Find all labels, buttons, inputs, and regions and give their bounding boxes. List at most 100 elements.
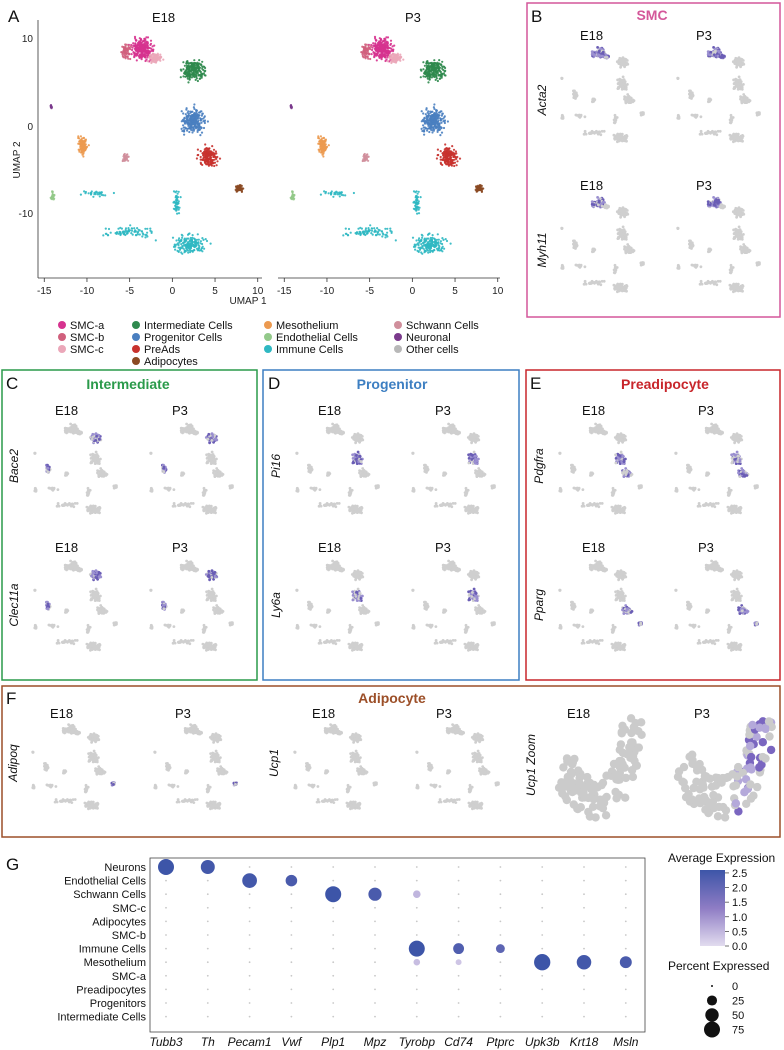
umap-point xyxy=(398,55,401,58)
umap-point xyxy=(200,63,203,66)
umap-point xyxy=(130,229,134,232)
umap-point xyxy=(342,234,345,237)
feature-point xyxy=(619,83,623,87)
umap-point xyxy=(204,159,208,162)
umap-point xyxy=(374,42,377,45)
umap-point xyxy=(340,191,343,194)
umap-point xyxy=(126,56,129,59)
umap-point xyxy=(216,160,219,163)
umap-point xyxy=(291,191,294,194)
feature-point xyxy=(614,117,617,121)
umap-point xyxy=(349,231,352,234)
umap-point xyxy=(186,127,189,130)
umap-point xyxy=(432,66,436,69)
umap-point xyxy=(426,75,429,78)
umap-point xyxy=(149,50,152,53)
umap-point xyxy=(193,103,196,106)
umap-point xyxy=(146,60,149,63)
umap-point xyxy=(124,54,127,57)
umap-point xyxy=(412,207,415,210)
umap-point xyxy=(192,106,195,109)
umap-point xyxy=(198,128,201,131)
feature-point xyxy=(625,62,628,66)
umap-point xyxy=(189,245,192,249)
umap-point xyxy=(158,55,161,58)
umap-point xyxy=(386,227,389,230)
umap-point xyxy=(80,142,83,145)
umap-point xyxy=(196,117,199,120)
feature-point xyxy=(617,212,621,216)
feature-point xyxy=(620,282,624,286)
umap-point xyxy=(329,193,333,196)
feature-point xyxy=(588,282,592,285)
umap-point xyxy=(172,245,176,248)
umap-point xyxy=(447,157,450,160)
umap-point xyxy=(381,55,384,58)
umap-point xyxy=(190,114,193,117)
umap-point xyxy=(199,240,202,243)
umap-point xyxy=(138,229,141,232)
umap-point xyxy=(183,130,186,133)
umap-point xyxy=(417,190,420,193)
umap-point xyxy=(319,148,323,151)
umap-point xyxy=(440,247,443,250)
umap-point xyxy=(293,194,296,197)
umap-point xyxy=(441,73,444,76)
umap-point xyxy=(144,236,147,239)
umap-point xyxy=(422,61,425,64)
umap-point xyxy=(436,154,439,157)
umap-point xyxy=(184,113,187,116)
umap-point xyxy=(421,236,424,239)
feature-point xyxy=(712,46,715,49)
umap-point xyxy=(159,59,162,62)
umap-point xyxy=(443,247,446,250)
umap-point xyxy=(127,155,130,158)
umap-point xyxy=(364,57,367,60)
umap-point xyxy=(440,75,443,78)
panel-b-cond-e18-1: E18 xyxy=(580,28,603,43)
umap-point xyxy=(128,229,131,232)
umap-point xyxy=(202,72,205,75)
umap-point xyxy=(125,43,128,46)
umap-point xyxy=(79,135,82,138)
umap-point xyxy=(78,140,81,143)
panel-a-xticks-left: -15 -10 -5 0 5 10 xyxy=(37,278,264,297)
umap-point xyxy=(82,136,85,139)
umap-point xyxy=(384,59,387,63)
umap-point xyxy=(365,43,368,46)
umap-point xyxy=(188,248,191,251)
umap-point xyxy=(133,35,137,38)
umap-point xyxy=(364,45,367,48)
umap-point xyxy=(198,59,201,62)
umap-point xyxy=(381,48,384,51)
umap-point xyxy=(451,145,454,148)
umap-point xyxy=(137,55,140,58)
feature-point xyxy=(698,132,702,136)
umap-point xyxy=(211,145,214,148)
umap-point xyxy=(212,148,216,151)
umap-point xyxy=(430,126,433,129)
umap-point xyxy=(134,45,137,48)
legend-swatch xyxy=(264,333,272,341)
umap-point xyxy=(189,244,192,247)
umap-point xyxy=(124,228,127,232)
legend-swatch xyxy=(264,345,272,353)
umap-point xyxy=(107,227,111,231)
xtick-label: 10 xyxy=(252,286,264,297)
umap-point xyxy=(199,77,202,80)
xtick-label: -5 xyxy=(125,286,134,297)
umap-point xyxy=(440,126,443,129)
umap-point xyxy=(152,60,155,63)
umap-point xyxy=(205,156,208,159)
umap-point xyxy=(119,226,122,229)
feature-point xyxy=(737,56,741,59)
umap-point xyxy=(189,111,192,114)
umap-point xyxy=(193,107,196,110)
umap-point xyxy=(362,155,365,158)
umap-point xyxy=(192,66,196,69)
umap-point xyxy=(434,244,438,247)
feature-point xyxy=(740,139,744,143)
umap-point xyxy=(186,77,189,80)
umap-point xyxy=(427,251,430,254)
panel-a-condition-p3: P3 xyxy=(405,10,421,25)
